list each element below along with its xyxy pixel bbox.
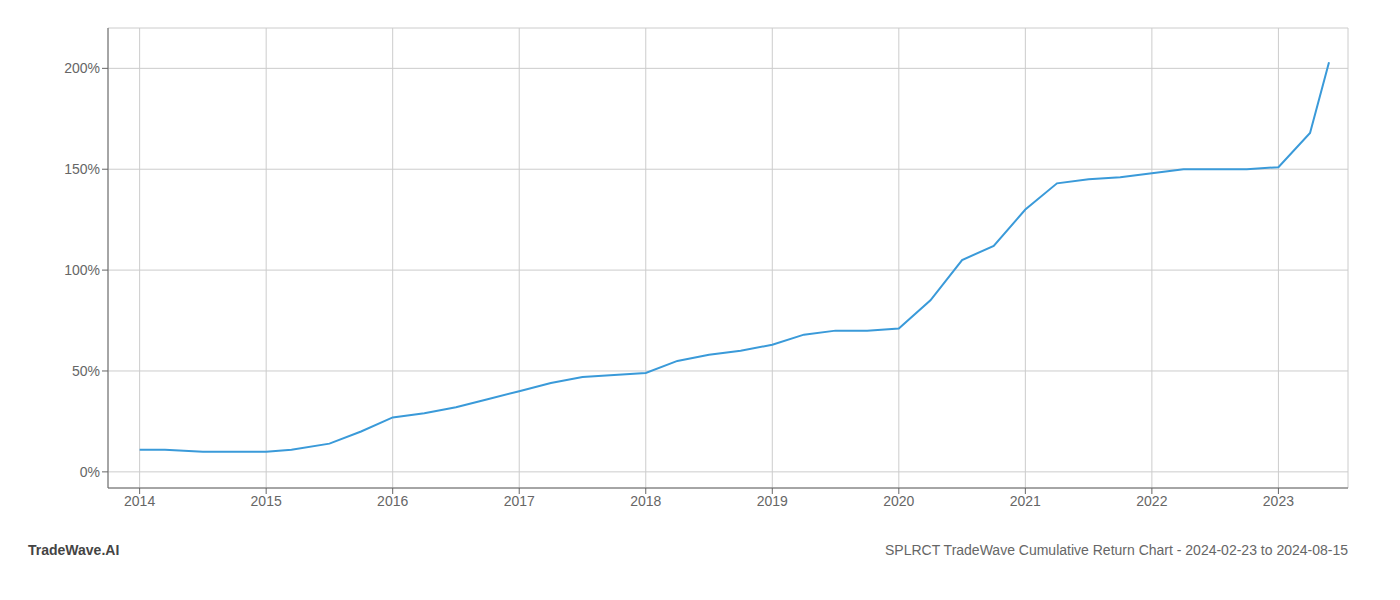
svg-text:2016: 2016 [377,493,408,509]
svg-text:2017: 2017 [504,493,535,509]
html-text:SPLRCT TradeWave Cumulative Re: SPLRCT TradeWave Cumulative Return Chart… [885,542,1348,558]
svg-text:2023: 2023 [1263,493,1294,509]
svg-text:50%: 50% [72,363,100,379]
svg-text:2015: 2015 [251,493,282,509]
svg-text:2014: 2014 [124,493,155,509]
html-text:TradeWave.AI: TradeWave.AI [28,542,120,558]
svg-text:2021: 2021 [1010,493,1041,509]
svg-text:2020: 2020 [883,493,914,509]
svg-text:2022: 2022 [1136,493,1167,509]
svg-text:2019: 2019 [757,493,788,509]
svg-text:200%: 200% [64,60,100,76]
svg-text:150%: 150% [64,161,100,177]
svg-text:2018: 2018 [630,493,661,509]
svg-text:0%: 0% [80,464,100,480]
svg-text:100%: 100% [64,262,100,278]
